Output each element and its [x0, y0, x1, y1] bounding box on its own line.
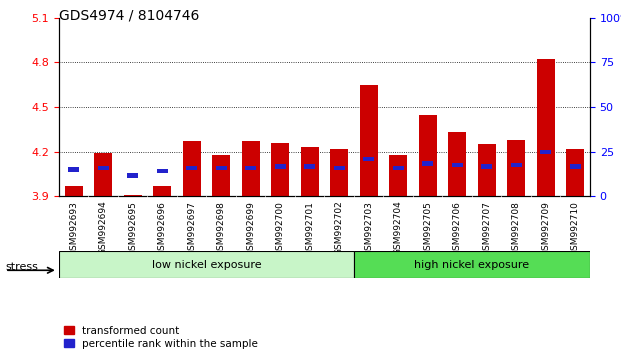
- Text: GSM992698: GSM992698: [217, 201, 225, 256]
- Bar: [153, 186, 171, 196]
- Text: GSM992696: GSM992696: [158, 201, 166, 256]
- Bar: [570, 165, 581, 169]
- Bar: [216, 166, 227, 170]
- Bar: [566, 149, 584, 196]
- Text: GSM992695: GSM992695: [129, 201, 137, 256]
- Bar: [183, 141, 201, 196]
- Bar: [59, 251, 354, 278]
- Bar: [507, 140, 525, 196]
- Text: GDS4974 / 8104746: GDS4974 / 8104746: [59, 9, 199, 23]
- Bar: [127, 173, 138, 178]
- Bar: [242, 141, 260, 196]
- Text: GSM992709: GSM992709: [542, 201, 550, 256]
- Bar: [245, 166, 256, 170]
- Bar: [157, 169, 168, 173]
- Text: GSM992694: GSM992694: [99, 201, 107, 256]
- Text: high nickel exposure: high nickel exposure: [414, 259, 530, 270]
- Bar: [186, 166, 197, 170]
- Bar: [212, 155, 230, 196]
- Text: GSM992697: GSM992697: [188, 201, 196, 256]
- Bar: [422, 161, 433, 166]
- Text: GSM992704: GSM992704: [394, 201, 402, 256]
- Text: GSM992702: GSM992702: [335, 201, 343, 256]
- Bar: [94, 153, 112, 196]
- Bar: [419, 115, 437, 196]
- Bar: [478, 144, 496, 196]
- Bar: [330, 149, 348, 196]
- Bar: [65, 186, 83, 196]
- Bar: [354, 251, 590, 278]
- Bar: [301, 147, 319, 196]
- Bar: [540, 149, 551, 154]
- Bar: [481, 165, 492, 169]
- Text: GSM992700: GSM992700: [276, 201, 284, 256]
- Bar: [448, 132, 466, 196]
- Bar: [68, 167, 79, 172]
- Text: GSM992693: GSM992693: [70, 201, 78, 256]
- Bar: [124, 195, 142, 196]
- Text: GSM992705: GSM992705: [424, 201, 432, 256]
- Text: GSM992703: GSM992703: [365, 201, 373, 256]
- Text: GSM992708: GSM992708: [512, 201, 520, 256]
- Text: low nickel exposure: low nickel exposure: [152, 259, 261, 270]
- Text: GSM992701: GSM992701: [306, 201, 314, 256]
- Text: stress: stress: [5, 262, 38, 272]
- Text: GSM992710: GSM992710: [571, 201, 579, 256]
- Bar: [393, 166, 404, 170]
- Text: GSM992707: GSM992707: [483, 201, 491, 256]
- Bar: [98, 166, 109, 170]
- Bar: [360, 85, 378, 196]
- Text: GSM992699: GSM992699: [247, 201, 255, 256]
- Bar: [389, 155, 407, 196]
- Bar: [334, 166, 345, 170]
- Bar: [363, 157, 374, 161]
- Legend: transformed count, percentile rank within the sample: transformed count, percentile rank withi…: [64, 326, 258, 349]
- Text: GSM992706: GSM992706: [453, 201, 461, 256]
- Bar: [304, 165, 315, 169]
- Bar: [537, 59, 555, 196]
- Bar: [271, 143, 289, 196]
- Bar: [275, 165, 286, 169]
- Bar: [511, 163, 522, 167]
- Bar: [452, 163, 463, 167]
